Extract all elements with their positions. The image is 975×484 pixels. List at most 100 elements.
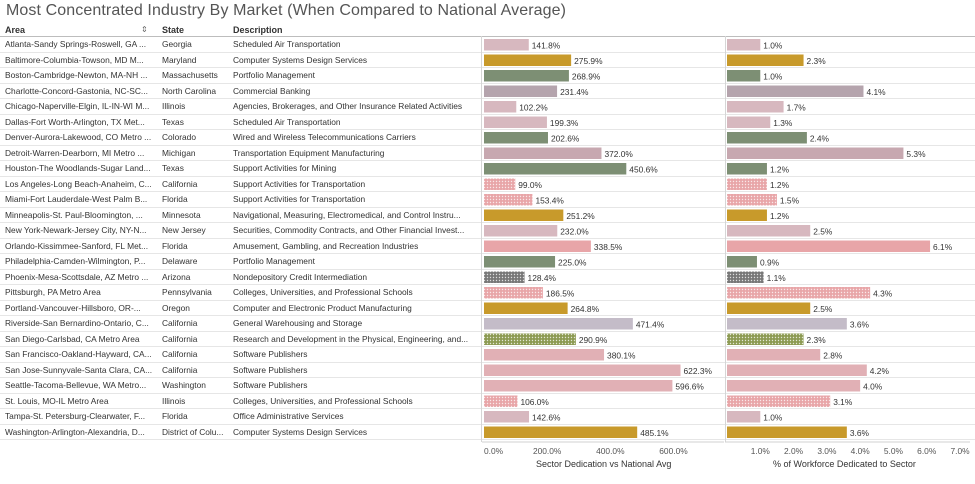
- bar-dedication[interactable]: [484, 411, 530, 423]
- x-tick-label: 1.0%: [751, 446, 771, 456]
- table-row[interactable]: Charlotte-Concord-Gastonia, NC-SC... Nort…: [0, 84, 975, 99]
- bar-workforce[interactable]: [727, 256, 757, 268]
- bar-pattern-overlay: [484, 287, 543, 299]
- table-row[interactable]: Atlanta-Sandy Springs-Roswell, GA ... Geo…: [0, 37, 975, 53]
- bar-workforce[interactable]: [727, 318, 847, 330]
- bar-value-label: 450.6%: [629, 164, 658, 174]
- table-row[interactable]: Portland-Vancouver-Hillsboro, OR-... Oreg…: [0, 301, 975, 316]
- bar-dedication[interactable]: [484, 380, 673, 392]
- state-column-header[interactable]: State: [162, 25, 185, 35]
- table-row[interactable]: Denver-Aurora-Lakewood, CO Metro ... Colo…: [0, 130, 975, 146]
- table-row[interactable]: St. Louis, MO-IL Metro Area Illinois Colle…: [0, 394, 975, 409]
- table-row[interactable]: Los Angeles-Long Beach-Anaheim, C... Cali…: [0, 177, 975, 192]
- table-row[interactable]: Boston-Cambridge-Newton, MA-NH ... Massac…: [0, 68, 975, 84]
- bar-dedication[interactable]: [484, 132, 548, 144]
- bar-workforce[interactable]: [727, 302, 811, 315]
- bar-workforce[interactable]: [727, 426, 847, 439]
- table-row[interactable]: Baltimore-Columbia-Towson, MD M... Maryla…: [0, 53, 975, 68]
- bar-dedication[interactable]: [484, 426, 638, 439]
- bar-value-label: 268.9%: [572, 71, 601, 81]
- bar-workforce[interactable]: [727, 70, 761, 82]
- bar-value-label: 2.5%: [813, 226, 833, 236]
- bar-workforce[interactable]: [727, 163, 767, 175]
- bar-value-label: 3.1%: [833, 397, 853, 407]
- bar-pattern-overlay: [727, 178, 767, 190]
- bar-workforce[interactable]: [727, 132, 807, 144]
- table-row[interactable]: San Jose-Sunnyvale-Santa Clara, CA... Cal…: [0, 363, 975, 378]
- table-row[interactable]: Minneapolis-St. Paul-Bloomington, ... Min…: [0, 208, 975, 223]
- bar-dedication[interactable]: [484, 101, 517, 113]
- bar-dedication[interactable]: [484, 349, 605, 361]
- table-row[interactable]: New York-Newark-Jersey City, NY-N... New …: [0, 223, 975, 239]
- bar-workforce[interactable]: [727, 411, 761, 423]
- bar-value-label: 202.6%: [551, 133, 580, 143]
- bar-workforce[interactable]: [727, 380, 861, 392]
- bar-workforce[interactable]: [727, 240, 931, 253]
- bar-value-label: 1.3%: [773, 118, 793, 128]
- bar-dedication[interactable]: [484, 209, 564, 222]
- table-row[interactable]: Phoenix-Mesa-Scottsdale, AZ Metro ... Ari…: [0, 270, 975, 285]
- bar-dedication[interactable]: [484, 225, 558, 237]
- bar-dedication[interactable]: [484, 70, 569, 82]
- bar-dedication[interactable]: [484, 318, 633, 330]
- bar-value-label: 2.4%: [810, 133, 830, 143]
- table-row[interactable]: Pittsburgh, PA Metro Area Pennsylvania Col…: [0, 285, 975, 301]
- bar-dedication[interactable]: [484, 364, 681, 377]
- axis-title-workforce: % of Workforce Dedicated to Sector: [773, 459, 916, 469]
- bar-workforce[interactable]: [727, 364, 867, 377]
- table-row[interactable]: Seattle-Tacoma-Bellevue, WA Metro... Wash…: [0, 378, 975, 394]
- bar-dedication[interactable]: [484, 116, 547, 129]
- bar-workforce[interactable]: [727, 39, 761, 51]
- bar-dedication[interactable]: [484, 39, 529, 51]
- x-tick-label: 6.0%: [917, 446, 937, 456]
- bar-workforce[interactable]: [727, 54, 804, 67]
- table-row[interactable]: Philadelphia-Camden-Wilmington, P... Dela…: [0, 254, 975, 270]
- bar-value-label: 251.2%: [566, 211, 595, 221]
- bar-dedication[interactable]: [484, 147, 602, 160]
- table-row[interactable]: Dallas-Fort Worth-Arlington, TX Met... Te…: [0, 115, 975, 130]
- bar-value-label: 2.3%: [807, 56, 827, 66]
- bar-workforce[interactable]: [727, 147, 904, 160]
- bar-value-label: 2.8%: [823, 350, 843, 360]
- bar-dedication[interactable]: [484, 54, 572, 67]
- bar-dedication[interactable]: [484, 163, 627, 175]
- bar-value-label: 186.5%: [546, 288, 575, 298]
- x-tick-label: 5.0%: [884, 446, 904, 456]
- bar-value-label: 338.5%: [594, 242, 623, 252]
- bar-dedication[interactable]: [484, 240, 591, 253]
- table-row[interactable]: Detroit-Warren-Dearborn, MI Metro ... Mic…: [0, 146, 975, 161]
- area-column-header[interactable]: Area: [5, 25, 26, 35]
- bar-workforce[interactable]: [727, 116, 771, 129]
- table-row[interactable]: Houston-The Woodlands-Sugar Land... Texas…: [0, 161, 975, 177]
- bar-workforce[interactable]: [727, 349, 821, 361]
- table-row[interactable]: Orlando-Kissimmee-Sanford, FL Met... Flor…: [0, 239, 975, 254]
- bar-value-label: 128.4%: [528, 273, 557, 283]
- bar-workforce[interactable]: [727, 209, 767, 222]
- bar-value-label: 199.3%: [550, 118, 579, 128]
- description-column-header[interactable]: Description: [233, 25, 283, 35]
- bar-workforce[interactable]: [727, 225, 811, 237]
- table-row[interactable]: Tampa-St. Petersburg-Clearwater, F... Flo…: [0, 409, 975, 425]
- bar-dedication[interactable]: [484, 302, 568, 315]
- bar-value-label: 106.0%: [520, 397, 549, 407]
- bar-value-label: 153.4%: [535, 195, 564, 205]
- bar-value-label: 372.0%: [604, 149, 633, 159]
- table-row[interactable]: Washington-Arlington-Alexandria, D... Dis…: [0, 425, 975, 440]
- sort-descending-icon[interactable]: ⇕: [141, 25, 148, 34]
- bar-dedication[interactable]: [484, 256, 556, 268]
- bar-dedication[interactable]: [484, 85, 558, 98]
- bar-value-label: 1.2%: [770, 164, 790, 174]
- panel-divider-right: [725, 36, 726, 442]
- table-row[interactable]: San Francisco-Oakland-Hayward, CA... Cali…: [0, 347, 975, 363]
- bar-pattern-overlay: [484, 333, 576, 345]
- bar-value-label: 4.3%: [873, 288, 893, 298]
- table-row[interactable]: Miami-Fort Lauderdale-West Palm B... Flor…: [0, 192, 975, 208]
- bar-pattern-overlay: [484, 178, 516, 190]
- bar-value-label: 99.0%: [518, 180, 542, 190]
- table-row[interactable]: Chicago-Naperville-Elgin, IL-IN-WI M... I…: [0, 99, 975, 115]
- bar-workforce[interactable]: [727, 101, 784, 113]
- table-row[interactable]: San Diego-Carlsbad, CA Metro Area Califor…: [0, 332, 975, 347]
- table-row[interactable]: Riverside-San Bernardino-Ontario, C... Ca…: [0, 316, 975, 332]
- bar-workforce[interactable]: [727, 85, 864, 98]
- bar-value-label: 1.0%: [763, 71, 783, 81]
